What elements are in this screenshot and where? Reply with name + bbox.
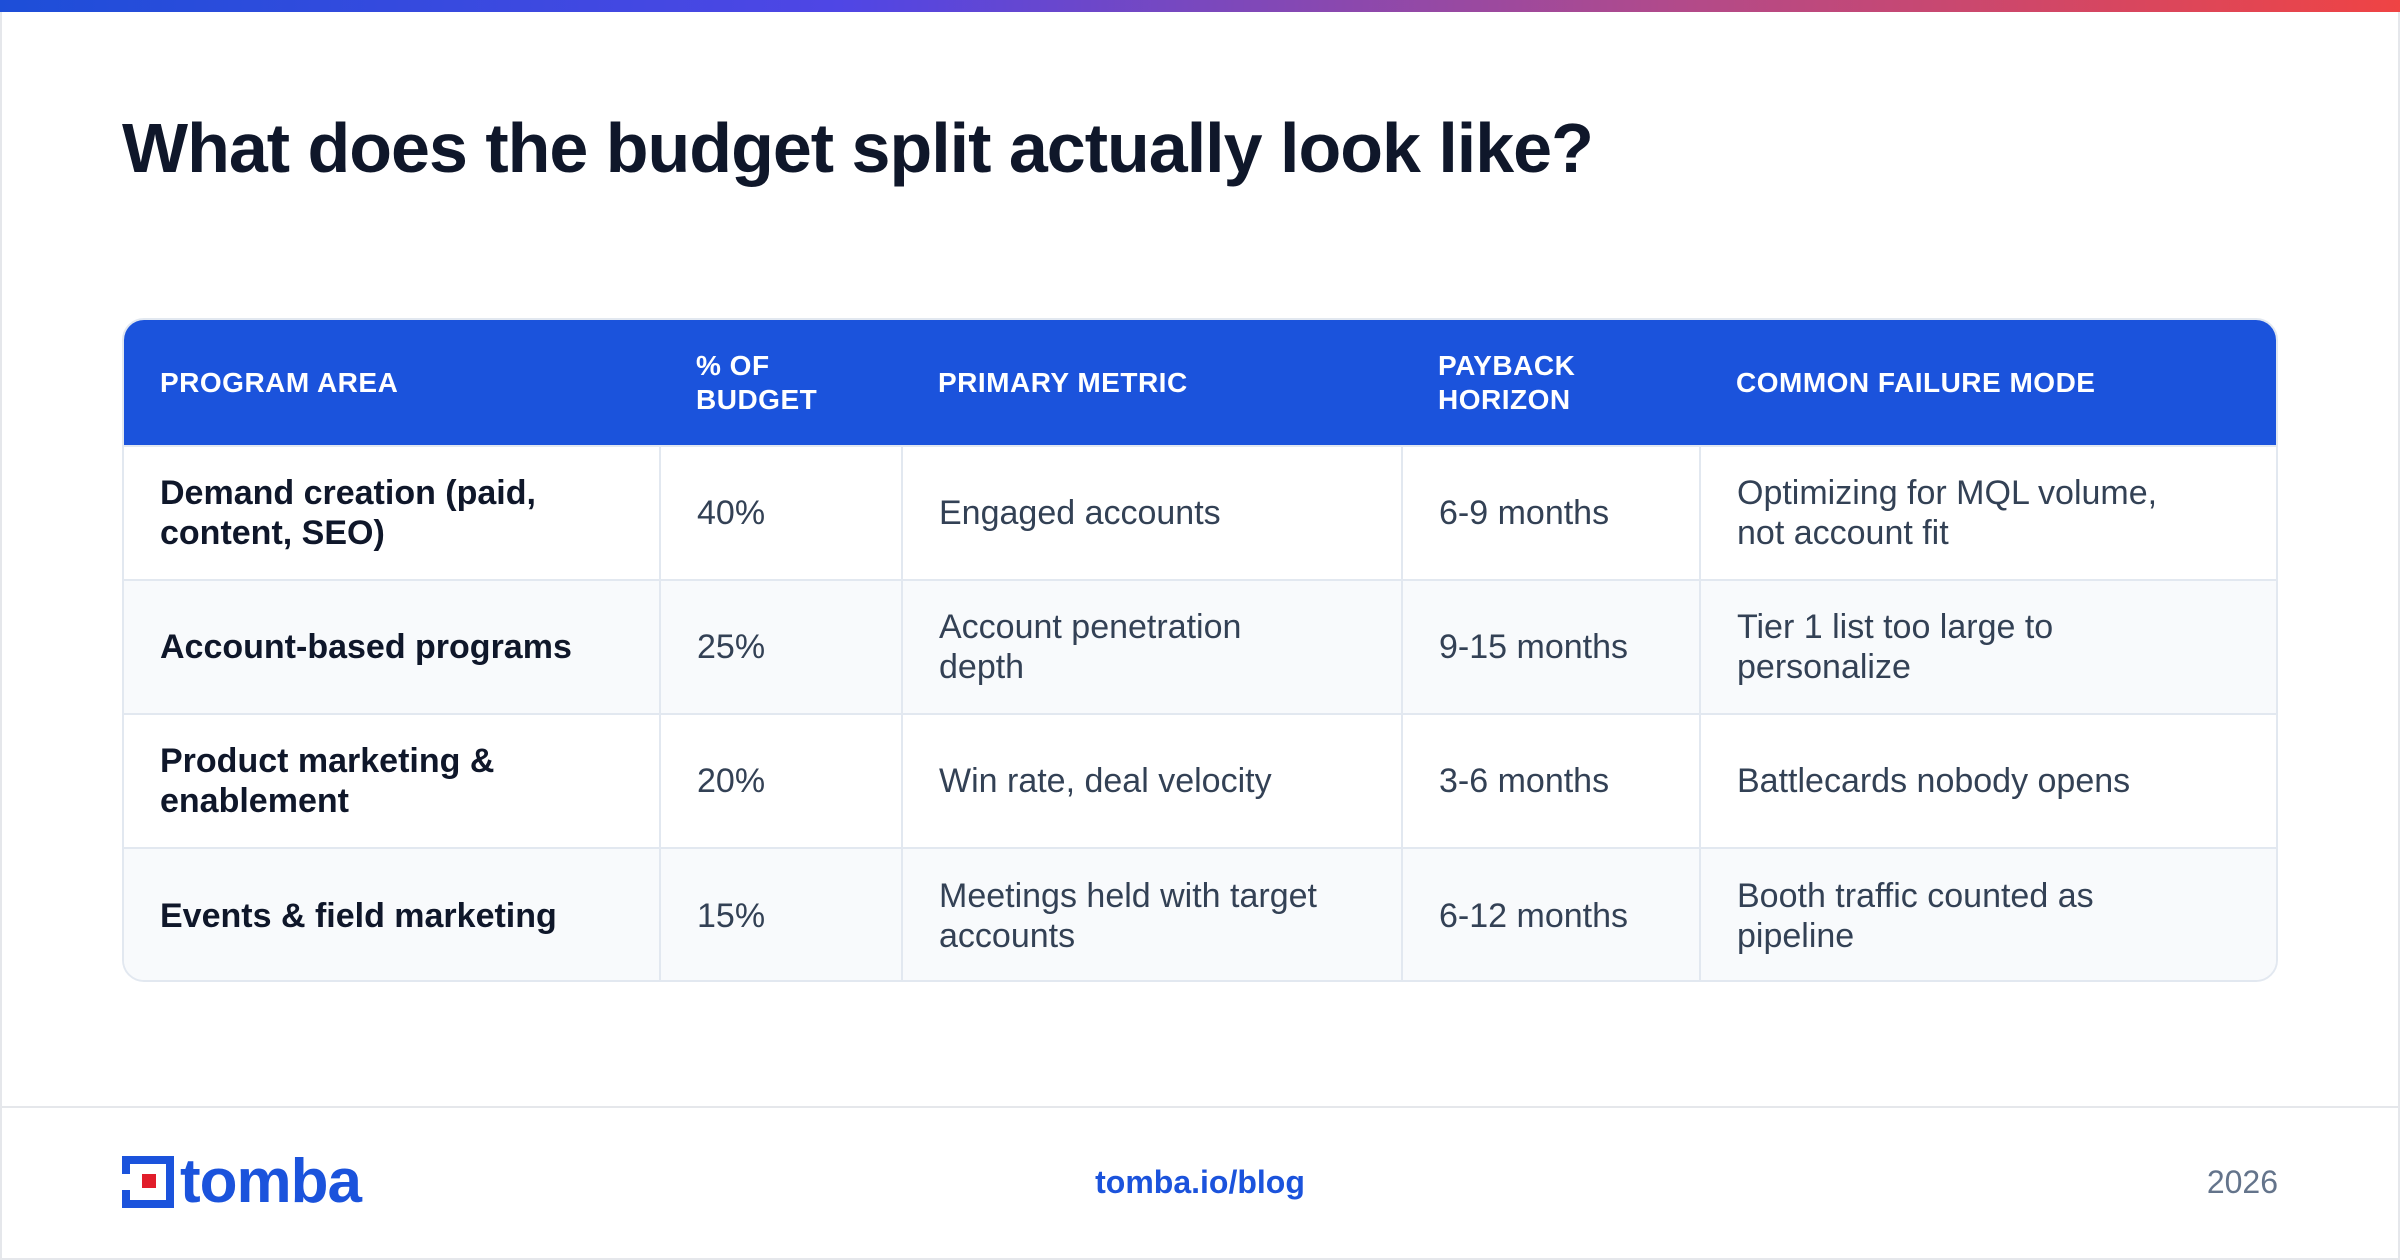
- budget-table: PROGRAM AREA % OF BUDGET PRIMARY METRIC …: [122, 318, 2278, 982]
- header-common-failure-mode: COMMON FAILURE MODE: [1736, 366, 2096, 398]
- cell-primary-metric: Meetings held with target accounts: [902, 847, 1403, 980]
- cell-percent: 20%: [660, 713, 903, 848]
- cell-program-area: Demand creation (paid, content, SEO): [124, 445, 661, 580]
- cell-failure-mode: Tier 1 list too large to personalize: [1700, 579, 2276, 714]
- gradient-top-bar: [0, 0, 2400, 12]
- cell-program-area: Product marketing & enablement: [124, 713, 661, 848]
- cell-primary-metric: Win rate, deal velocity: [902, 713, 1403, 848]
- tomba-logo: tomba: [122, 1147, 362, 1216]
- page-title: What does the budget split actually look…: [122, 109, 1594, 187]
- cell-program-area: Events & field marketing: [124, 847, 661, 980]
- table-header-row: PROGRAM AREA % OF BUDGET PRIMARY METRIC …: [124, 320, 2276, 446]
- cell-payback-horizon: 6-9 months: [1402, 445, 1701, 580]
- tomba-logo-icon: [122, 1156, 174, 1208]
- cell-percent: 40%: [660, 445, 903, 580]
- table-row: Demand creation (paid, content, SEO) 40%…: [124, 445, 2276, 580]
- cell-payback-horizon: 9-15 months: [1402, 579, 1701, 714]
- logo-wordmark: tomba: [180, 1147, 362, 1216]
- blog-link[interactable]: tomba.io/blog: [1095, 1164, 1305, 1200]
- header-primary-metric: PRIMARY METRIC: [938, 366, 1188, 398]
- cell-percent: 25%: [660, 579, 903, 714]
- cell-percent: 15%: [660, 847, 903, 980]
- footer-divider: [0, 1106, 2400, 1108]
- cell-program-area: Account-based programs: [124, 579, 661, 714]
- cell-failure-mode: Optimizing for MQL volume, not account f…: [1700, 445, 2276, 580]
- cell-payback-horizon: 6-12 months: [1402, 847, 1701, 980]
- table-row: Events & field marketing 15% Meetings he…: [124, 847, 2276, 980]
- table-row: Product marketing & enablement 20% Win r…: [124, 713, 2276, 848]
- header-percent-of-budget: % OF BUDGET: [696, 349, 818, 415]
- footer-year: 2026: [2206, 1164, 2278, 1200]
- cell-primary-metric: Engaged accounts: [902, 445, 1403, 580]
- header-payback-horizon: PAYBACK HORIZON: [1438, 349, 1576, 415]
- cell-failure-mode: Battlecards nobody opens: [1700, 713, 2276, 848]
- cell-primary-metric: Account penetration depth: [902, 579, 1403, 714]
- table-row: Account-based programs 25% Account penet…: [124, 579, 2276, 714]
- cell-failure-mode: Booth traffic counted as pipeline: [1700, 847, 2276, 980]
- header-program-area: PROGRAM AREA: [160, 366, 399, 398]
- cell-payback-horizon: 3-6 months: [1402, 713, 1701, 848]
